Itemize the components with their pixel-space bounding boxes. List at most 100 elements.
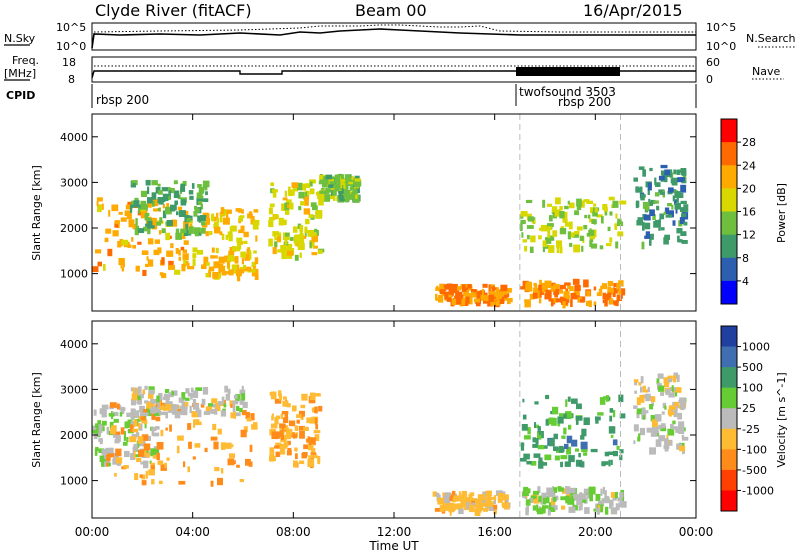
heatmap-cell [196,192,203,199]
heatmap-cell [161,187,169,192]
heatmap-cell [644,222,651,230]
heatmap-cell [543,445,548,449]
heatmap-cell [213,223,218,229]
heatmap-cell [311,443,314,448]
heatmap-cell [644,235,651,239]
heatmap-cell [619,492,624,498]
heatmap-cell [649,240,652,246]
heatmap-cell [650,233,654,240]
heatmap-cell [598,288,603,293]
heatmap-cell [580,441,588,450]
freq-tick-top: 18 [62,56,76,69]
heatmap-cell [340,178,348,187]
heatmap-cell [209,231,213,236]
heatmap-cell [500,284,508,292]
heatmap-cell [150,406,157,414]
heatmap-cell [635,200,640,208]
heatmap-cell [552,406,559,415]
heatmap-cell [674,191,681,198]
heatmap-cell [527,287,533,292]
heatmap-cell [537,426,541,431]
heatmap-cell [664,381,669,388]
heatmap-cell [316,230,319,237]
heatmap-cell [451,507,456,511]
heatmap-cell [284,190,288,197]
colorbar-tick-label: -500 [742,464,767,477]
heatmap-cell [283,441,289,447]
colorbar-tick-label: 16 [742,206,756,219]
heatmap-cell [670,423,674,429]
heatmap-cell [192,253,197,259]
heatmap-cell [533,453,541,458]
heatmap-cell [205,231,209,237]
nave-tick-bottom: 0 [706,73,713,86]
colorbar-segment [721,280,737,305]
heatmap-cell [521,424,528,431]
heatmap-cell [578,505,581,511]
heatmap-cell [228,233,233,242]
heatmap-cell [520,286,527,290]
heatmap-cell [178,397,183,403]
heatmap-cell [124,450,130,458]
heatmap-cell [217,428,222,435]
beam-title: Beam 00 [355,1,427,20]
heatmap-cell [522,398,525,403]
heatmap-cell [212,272,219,278]
heatmap-cell [153,249,160,256]
heatmap-cell [471,291,475,297]
heatmap-cell [152,399,158,404]
heatmap-cell [680,184,687,193]
heatmap-cell [285,208,290,215]
heatmap-cell [538,431,541,435]
heatmap-cell [615,213,618,219]
heatmap-cell [106,454,111,462]
heatmap-cell [303,196,310,200]
heatmap-cell [461,299,466,306]
power-ylabel: Slant Range [km] [30,165,43,261]
heatmap-cell [308,214,314,218]
heatmap-cell [659,191,665,195]
cpid-segment-2: rbsp 200 [558,95,611,109]
heatmap-cell [226,209,232,214]
heatmap-cell [521,232,524,238]
heatmap-cell [609,211,613,216]
heatmap-cell [292,191,295,196]
heatmap-cell [205,273,209,278]
heatmap-cell [92,266,99,273]
heatmap-cell [575,448,579,452]
heatmap-cell [168,260,174,268]
heatmap-cell [676,228,683,234]
heatmap-cell [157,183,161,187]
nsky-tick-top: 10^5 [56,21,86,34]
heatmap-cell [576,403,582,410]
heatmap-cell [507,298,511,305]
heatmap-cell [559,284,566,290]
heatmap-cell [556,449,560,453]
heatmap-cell [456,503,463,509]
heatmap-cell [191,183,195,189]
heatmap-cell [576,226,583,231]
heatmap-cell [683,427,686,432]
colorbar-tick-label: 20 [742,182,756,195]
colorbar-segment [721,234,737,259]
heatmap-cell [143,453,147,457]
heatmap-cell [461,493,468,497]
heatmap-cell [148,392,154,399]
heatmap-cell [246,417,252,422]
heatmap-cell [123,441,128,446]
heatmap-cell [638,382,642,386]
heatmap-cell [149,460,152,464]
heatmap-cell [123,465,129,469]
heatmap-cell [457,286,462,291]
heatmap-cell [635,186,640,193]
heatmap-cell [541,492,547,498]
xtick-label: 00:00 [75,525,110,539]
heatmap-cell [557,416,564,424]
heatmap-cell [578,453,581,458]
heatmap-cell [146,256,149,261]
heatmap-cell [234,256,239,264]
heatmap-cell [503,494,509,501]
heatmap-cell [556,240,563,248]
heatmap-cell [289,237,294,241]
heatmap-cell [561,505,566,510]
